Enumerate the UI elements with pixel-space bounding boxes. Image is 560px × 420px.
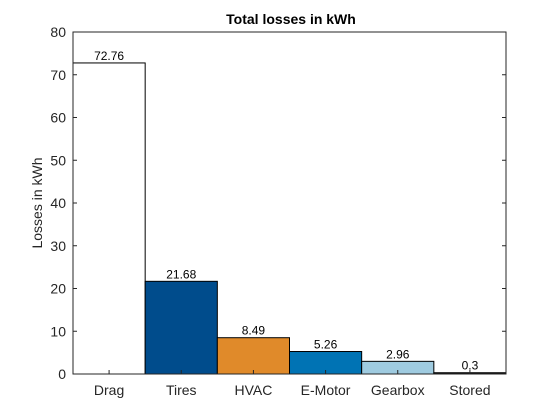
chart-title: Total losses in kWh [226,11,356,27]
data-label-hvac: 8.49 [242,324,266,338]
x-tick-label-drag: Drag [94,382,124,398]
x-tick-label-gearbox: Gearbox [371,382,425,398]
y-tick-label-30: 30 [50,238,66,254]
y-tick-label-50: 50 [50,152,66,168]
bar-drag [72,62,146,375]
data-label-drag: 72.76 [94,49,124,63]
y-tick-label-10: 10 [50,323,66,339]
x-tick-label-tires: Tires [166,382,197,398]
bar-tires [144,280,218,375]
x-tick-label-stored: Stored [449,382,490,398]
y-tick-label-40: 40 [50,195,66,211]
x-axis: Drag Tires HVAC E-Motor Gearbox Stored [94,370,491,398]
data-label-tires: 21.68 [166,267,196,281]
y-tick-label-0: 0 [58,366,66,382]
x-tick-label-e-motor: E-Motor [301,382,351,398]
bar-hvac [216,337,290,375]
y-tick-label-80: 80 [50,24,66,40]
y-axis-label: Losses in kWh [29,157,45,248]
data-labels-group: 72.76 21.68 8.49 5.26 2.96 0.3 [94,49,479,373]
y-tick-label-70: 70 [50,67,66,83]
x-tick-label-hvac: HVAC [234,382,272,398]
y-tick-label-20: 20 [50,281,66,297]
y-tick-label-60: 60 [50,110,66,126]
plot-frame [72,31,507,375]
data-label-e-motor: 5.26 [314,338,338,352]
bars-group [72,62,507,375]
data-label-stored: 0.3 [462,359,479,373]
y-axis: 0 10 20 30 40 50 60 70 80 [50,24,506,382]
data-label-gearbox: 2.96 [386,347,410,361]
